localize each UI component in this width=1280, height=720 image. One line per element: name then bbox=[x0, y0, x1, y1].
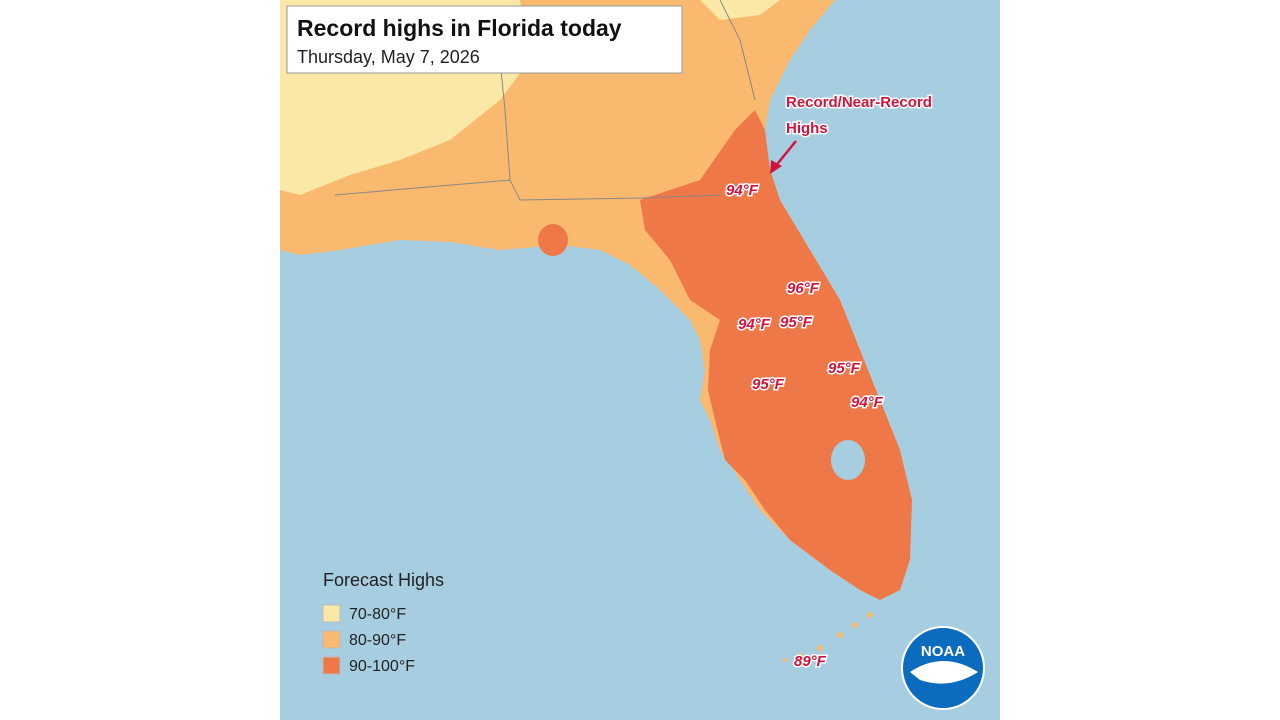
temperature-label: 96°F bbox=[787, 280, 820, 297]
land-70-80-north bbox=[700, 0, 780, 20]
temperature-labels: 94°F 96°F 94°F 95°F 95°F 95°F 94°F 89°F bbox=[725, 181, 886, 672]
temperature-label: 95°F bbox=[752, 376, 785, 393]
temperature-label: 94°F bbox=[726, 182, 759, 199]
state-border bbox=[334, 179, 721, 201]
temperature-label: 95°F bbox=[828, 360, 861, 377]
legend: 70-80°F 80-90°F 90-100°F bbox=[322, 604, 415, 675]
temperature-label: 89°F bbox=[794, 653, 827, 670]
legend-label: 70-80°F bbox=[349, 606, 406, 623]
annotation: Record/Near-Record bbox=[786, 94, 932, 111]
legend-label: 80-90°F bbox=[349, 632, 406, 649]
state-border bbox=[719, 0, 756, 101]
temperature-label: 95°F bbox=[780, 314, 813, 331]
temperature-label: 94°F bbox=[738, 316, 771, 333]
hot-patch bbox=[538, 224, 568, 256]
legend-swatch bbox=[322, 656, 341, 675]
title: Record highs in Florida today bbox=[297, 15, 622, 41]
legend-label: 90-100°F bbox=[349, 658, 415, 675]
title-box bbox=[286, 5, 683, 74]
state-border bbox=[499, 59, 511, 181]
lake-okeechobee bbox=[831, 440, 865, 480]
florida-keys bbox=[783, 612, 873, 662]
logo-bird bbox=[910, 661, 978, 684]
legend-swatch bbox=[322, 630, 341, 649]
legend-title: Forecast Highs bbox=[323, 570, 444, 590]
arrow-head bbox=[770, 160, 782, 174]
annotation: Highs bbox=[786, 120, 828, 137]
legend-swatch bbox=[322, 604, 341, 623]
temperature-label: 94°F bbox=[851, 394, 884, 411]
date: Thursday, May 7, 2026 bbox=[297, 47, 480, 67]
arrow bbox=[773, 140, 797, 169]
logo-text: NOAA bbox=[921, 643, 965, 660]
